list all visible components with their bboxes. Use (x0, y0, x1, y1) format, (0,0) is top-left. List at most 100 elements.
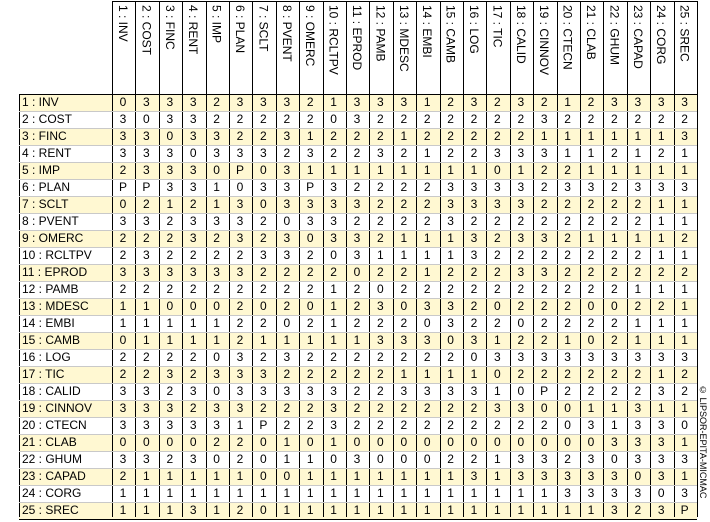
row-label: 8 : PVENT (22, 214, 79, 228)
matrix-cell: 0 (119, 333, 127, 347)
matrix-cell: 3 (634, 435, 642, 449)
column-header: 17 : TIC (490, 5, 505, 48)
matrix-cell: 0 (494, 163, 501, 177)
matrix-cell: 2 (143, 367, 150, 381)
matrix-cell: 1 (470, 367, 478, 381)
matrix-cell: 1 (213, 503, 220, 517)
matrix-cell: 3 (283, 129, 291, 143)
matrix-cell: 2 (353, 418, 361, 432)
matrix-cell: 2 (423, 112, 431, 126)
matrix-cell: 1 (213, 197, 220, 211)
column-divider (486, 1, 487, 517)
matrix-cell: 2 (564, 299, 571, 313)
row-label: 11 : EPROD (22, 265, 88, 279)
matrix-cell: 3 (119, 129, 127, 143)
matrix-cell: 1 (494, 469, 501, 483)
matrix-cell: 2 (423, 197, 431, 211)
matrix-cell: 3 (213, 367, 220, 381)
matrix-cell: 3 (119, 214, 127, 228)
matrix-cell: 2 (377, 384, 384, 398)
matrix-cell: 1 (657, 231, 665, 245)
matrix-cell: 2 (283, 418, 291, 432)
matrix-cell: 2 (517, 214, 525, 228)
matrix-cell: 2 (470, 401, 478, 415)
matrix-cell: 2 (611, 112, 618, 126)
matrix-cell: 1 (587, 163, 595, 177)
matrix-cell: 2 (423, 129, 431, 143)
matrix-cell: 3 (611, 95, 618, 109)
matrix-cell: 0 (400, 435, 408, 449)
matrix-cell: 3 (119, 384, 127, 398)
matrix-cell: 0 (494, 367, 501, 381)
matrix-cell: 1 (494, 333, 501, 347)
matrix-cell: 3 (517, 146, 525, 160)
matrix-cell: 2 (657, 265, 665, 279)
table-row: 19 : CINNOV 3 3 3 2 3 3 2 2 2 3 2 2 2 2 2 2 3 3 0 0 1 1 3 1 1 (19, 400, 697, 417)
matrix-cell: 2 (634, 299, 642, 313)
matrix-cell: 3 (189, 95, 197, 109)
row-divider (19, 519, 697, 520)
matrix-cell: 0 (260, 299, 267, 313)
matrix-cell: 2 (611, 282, 618, 296)
matrix-cell: 1 (119, 299, 127, 313)
matrix-cell: 0 (564, 435, 571, 449)
matrix-cell: 1 (447, 367, 454, 381)
matrix-cell: 1 (213, 180, 220, 194)
row-divider (19, 264, 697, 265)
row-divider (19, 111, 697, 112)
matrix-cell: 1 (494, 452, 501, 466)
matrix-cell: 2 (236, 129, 244, 143)
matrix-cell: 3 (564, 469, 571, 483)
matrix-cell: 3 (143, 418, 150, 432)
matrix-cell: 3 (377, 146, 384, 160)
matrix-cell: 2 (540, 197, 548, 211)
matrix-cell: 3 (189, 214, 197, 228)
matrix-cell: 3 (353, 231, 361, 245)
matrix-cell: 1 (143, 503, 150, 517)
matrix-cell: 2 (447, 112, 454, 126)
matrix-cell: 1 (657, 282, 665, 296)
matrix-cell: 2 (564, 197, 571, 211)
matrix-cell: 3 (143, 95, 150, 109)
matrix-cell: 3 (166, 112, 174, 126)
matrix-cell: 2 (377, 418, 384, 432)
matrix-cell: 3 (634, 180, 642, 194)
matrix-cell: 1 (611, 129, 618, 143)
matrix-cell: 2 (143, 282, 150, 296)
matrix-cell: 2 (189, 350, 197, 364)
matrix-cell: 3 (681, 129, 688, 143)
matrix-cell: 0 (400, 299, 408, 313)
matrix-cell: 3 (611, 486, 618, 500)
matrix-cell: 3 (470, 333, 478, 347)
matrix-cell: 2 (119, 469, 127, 483)
matrix-cell: 2 (400, 180, 408, 194)
row-divider (19, 485, 697, 486)
row-label: 1 : INV (22, 95, 59, 109)
matrix-cell: 2 (517, 129, 525, 143)
matrix-cell: 3 (189, 265, 197, 279)
matrix-cell: 2 (330, 367, 337, 381)
matrix-cell: 2 (587, 316, 595, 330)
row-label: 23 : CAPAD (22, 469, 86, 483)
matrix-cell: 2 (306, 350, 314, 364)
matrix-cell: 3 (330, 384, 337, 398)
matrix-cell: 3 (470, 180, 478, 194)
matrix-cell: 0 (423, 452, 431, 466)
matrix-cell: 2 (470, 316, 478, 330)
matrix-cell: 3 (353, 197, 361, 211)
matrix-cell: 0 (540, 401, 548, 415)
matrix-cell: 3 (470, 197, 478, 211)
matrix-cell: 2 (494, 418, 501, 432)
matrix-cell: 2 (494, 129, 501, 143)
matrix-cell: 2 (587, 367, 595, 381)
matrix-cell: 3 (330, 418, 337, 432)
matrix-cell: 1 (143, 469, 150, 483)
matrix-cell: 1 (260, 486, 267, 500)
matrix-cell: 0 (330, 452, 337, 466)
matrix-cell: 2 (564, 248, 571, 262)
matrix-cell: 1 (517, 486, 525, 500)
matrix-cell: 3 (634, 350, 642, 364)
matrix-cell: 2 (494, 265, 501, 279)
matrix-cell: 3 (143, 214, 150, 228)
column-divider (440, 1, 441, 517)
